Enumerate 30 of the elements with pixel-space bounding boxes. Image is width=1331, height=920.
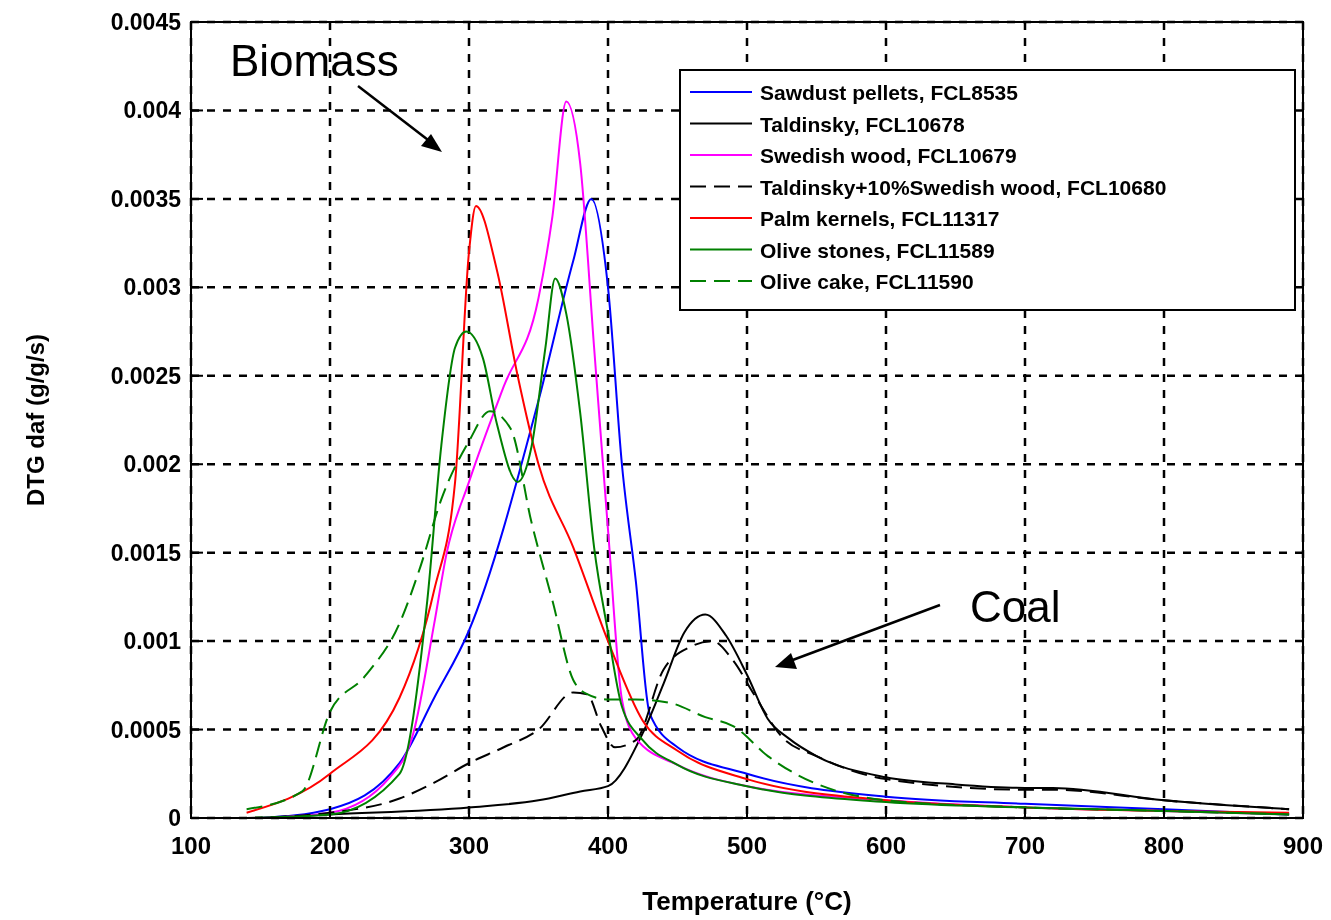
x-tick-label: 100 <box>170 832 212 859</box>
x-axis-title: Temperature (°C) <box>642 886 852 916</box>
y-tick-label: 0.0025 <box>110 362 182 389</box>
x-tick-label: 900 <box>1282 832 1324 859</box>
legend-label: Swedish wood, FCL10679 <box>760 144 1017 167</box>
y-tick-label: 0.001 <box>123 628 182 655</box>
x-tick-label: 400 <box>587 832 629 859</box>
x-tick-label: 200 <box>309 832 351 859</box>
legend-label: Olive cake, FCL11590 <box>760 270 974 293</box>
y-tick-label: 0.0015 <box>110 539 182 566</box>
annotation: Biomass <box>230 36 399 85</box>
legend-label: Taldinsky+10%Swedish wood, FCL10680 <box>760 175 1167 199</box>
x-tick-label: 800 <box>1143 832 1185 859</box>
x-tick-label: 500 <box>726 832 768 859</box>
y-tick-label: 0 <box>168 805 181 831</box>
y-tick-label: 0.003 <box>123 274 181 301</box>
y-axis-title: DTG daf (g/g/s) <box>22 334 49 506</box>
x-tick-label: 300 <box>448 832 490 859</box>
y-tick-label: 0.0005 <box>110 716 182 743</box>
x-tick-label: 700 <box>1004 832 1046 859</box>
legend-label: Sawdust pellets, FCL8535 <box>760 81 1019 104</box>
y-tick-label: 0.0045 <box>110 9 182 35</box>
x-tick-label: 600 <box>865 832 907 859</box>
annotation: Coal <box>970 582 1061 631</box>
y-tick-label: 0.0035 <box>110 185 182 212</box>
legend-label: Taldinsky, FCL10678 <box>760 112 965 136</box>
legend-label: Olive stones, FCL11589 <box>760 238 995 262</box>
y-tick-label: 0.004 <box>123 97 182 124</box>
legend-label: Palm kernels, FCL11317 <box>760 207 1000 230</box>
y-tick-label: 0.002 <box>123 451 181 478</box>
